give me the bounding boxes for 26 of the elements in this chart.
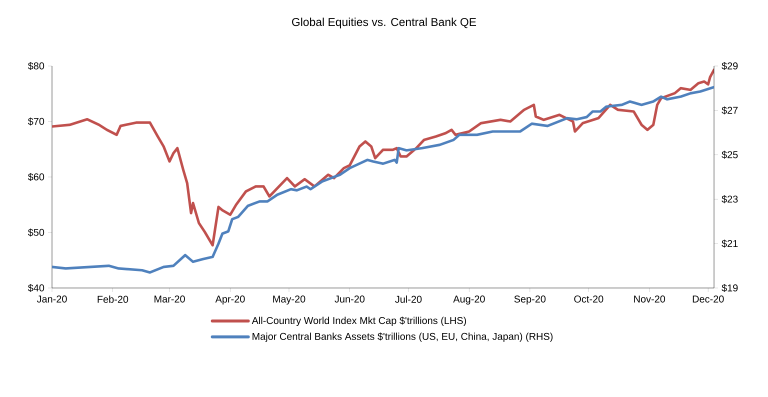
x-tick-label: Jun-20 <box>334 296 365 303</box>
x-tick-label: May-20 <box>273 296 306 305</box>
y2-tick-label: $19 <box>722 284 738 292</box>
y2-tick-label: $21 <box>722 240 738 248</box>
y2-tick-label: $27 <box>722 106 738 114</box>
y-tick-label: $40 <box>28 284 44 292</box>
x-tick-label: Jul-20 <box>395 296 422 303</box>
y2-tick-label: $23 <box>722 195 738 204</box>
x-tick-label: Mar-20 <box>154 296 185 303</box>
y-tick-label: $50 <box>28 228 44 237</box>
y-tick-label: $60 <box>28 172 44 182</box>
x-tick-label: Aug-20 <box>453 296 485 305</box>
y2-tick-label: $25 <box>722 150 738 159</box>
y-tick-label: $70 <box>28 117 44 126</box>
x-tick-label: Sep-20 <box>514 296 546 305</box>
x-tick-label: Feb-20 <box>98 296 128 303</box>
y-tick-label: $80 <box>28 62 44 70</box>
x-tick-label: Nov-20 <box>634 296 666 303</box>
x-tick-label: Dec-20 <box>692 296 724 303</box>
x-tick-label: Apr-20 <box>215 296 245 305</box>
y2-tick-label: $29 <box>722 62 738 70</box>
chart-title: Global Equities vs. Central Bank QE <box>292 18 476 28</box>
x-tick-label: Oct-20 <box>574 296 604 303</box>
legend-label: Major Central Banks Assets $'trillions (US, EU, China, Japan) (RHS) <box>252 332 553 342</box>
legend-label: All-Country World Index Mkt Cap $'trillions (LHS) <box>252 316 466 326</box>
x-tick-label: Jan-20 <box>36 296 67 303</box>
